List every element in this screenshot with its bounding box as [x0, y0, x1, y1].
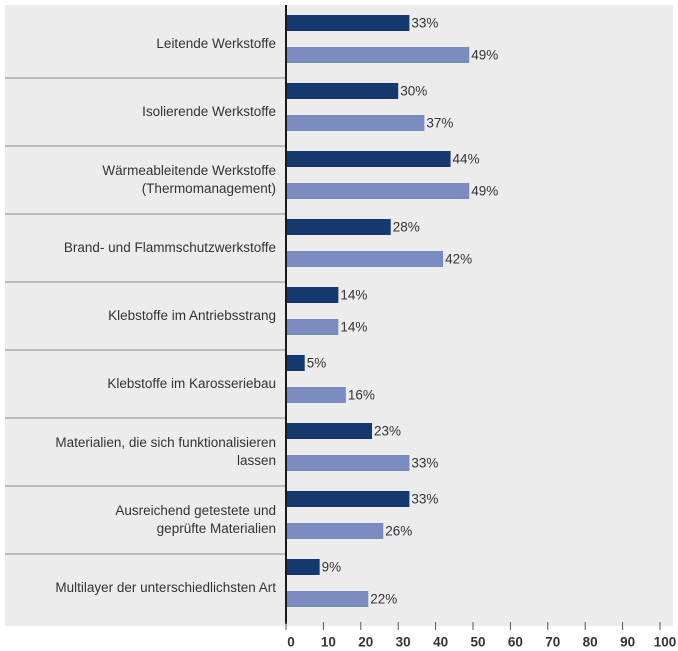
bar [286, 387, 346, 403]
value-label: 28% [393, 220, 420, 235]
x-tick-label: 0 [287, 635, 295, 650]
bar [286, 559, 320, 575]
value-label: 23% [374, 424, 401, 439]
x-tick-label: 30 [396, 635, 411, 650]
category-label: Ausreichend getestete und geprüfte Materi… [115, 503, 276, 536]
value-label: 42% [445, 252, 472, 267]
category-label: Materialien, die sich funktionalisieren l… [55, 435, 276, 468]
value-label: 33% [411, 492, 438, 507]
x-tick-label: 20 [358, 635, 373, 650]
bar [286, 83, 399, 99]
bar [286, 151, 451, 167]
value-label: 49% [471, 48, 498, 63]
category-label: Isolierende Werkstoffe [142, 104, 276, 119]
x-tick-label: 10 [321, 635, 336, 650]
value-label: 16% [348, 388, 375, 403]
plot-background [5, 5, 673, 626]
bar [286, 423, 373, 439]
bar [286, 319, 339, 335]
bar [286, 523, 384, 539]
bar [286, 183, 470, 199]
value-label: 22% [370, 592, 397, 607]
x-tick-label: 100 [654, 635, 677, 650]
value-label: 49% [471, 184, 498, 199]
value-label: 37% [426, 116, 453, 131]
value-label: 14% [340, 320, 367, 335]
value-label: 30% [400, 84, 427, 99]
bar [286, 15, 410, 31]
category-label: Multilayer der unterschiedlichsten Art [55, 580, 276, 595]
category-label: Brand- und Flammschutzwerkstoffe [64, 240, 276, 255]
x-tick-label: 60 [508, 635, 523, 650]
category-label: Klebstoffe im Karosseriebau [107, 376, 276, 391]
x-tick-label: 70 [545, 635, 560, 650]
category-label: Klebstoffe im Antriebsstrang [108, 308, 276, 323]
bar [286, 251, 444, 267]
bar [286, 287, 339, 303]
bar [286, 455, 410, 471]
value-label: 33% [411, 16, 438, 31]
bar [286, 47, 470, 63]
value-label: 26% [385, 524, 412, 539]
bar [286, 115, 425, 131]
x-tick-label: 50 [470, 635, 485, 650]
value-label: 33% [411, 456, 438, 471]
value-label: 44% [453, 152, 480, 167]
value-label: 9% [322, 560, 342, 575]
value-label: 14% [340, 288, 367, 303]
category-label: Wärmeableitende Werkstoffe (Thermomanagem… [102, 163, 276, 196]
bar [286, 491, 410, 507]
bar [286, 591, 369, 607]
bar [286, 355, 305, 371]
bar [286, 219, 391, 235]
category-label: Leitende Werkstoffe [156, 36, 276, 51]
x-tick-label: 90 [620, 635, 635, 650]
value-label: 5% [307, 356, 327, 371]
x-tick-label: 40 [433, 635, 448, 650]
x-tick-label: 80 [583, 635, 598, 650]
